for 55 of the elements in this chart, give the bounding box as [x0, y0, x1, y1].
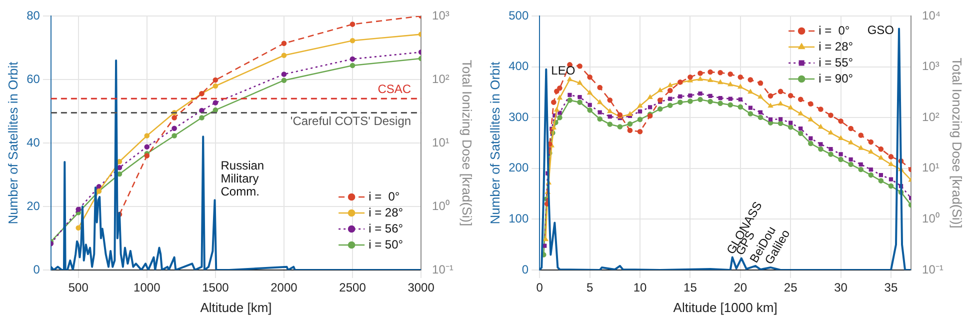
x-tick-label: 20 [734, 280, 748, 295]
annotation: Russian Military Comm. [220, 158, 264, 198]
y2-tick-label: 10⁰ [432, 198, 450, 213]
ref-line-label: 'Careful COTS' Design [290, 114, 412, 128]
annotation: LEO [551, 64, 576, 78]
x-tick-label: 500 [68, 280, 89, 295]
legend-label: i = 0° [818, 23, 850, 38]
x-tick-label: 5 [586, 280, 594, 295]
y2-axis-title: Total Ionizing Dose [krad(Si)] [460, 60, 475, 226]
legend-label: i = 90° [818, 71, 854, 86]
annotation: GSO [867, 23, 894, 38]
y2-tick-label: 10⁰ [922, 212, 940, 226]
x-tick-label: 3000 [408, 280, 435, 295]
y2-tick-label: 10² [432, 72, 450, 86]
legend-label: i = 50° [368, 237, 404, 252]
y-tick-label: 60 [26, 72, 40, 86]
y-tick-label: 400 [508, 59, 529, 74]
y2-tick-label: 10³ [922, 59, 940, 74]
legend-label: i = 28° [818, 39, 854, 54]
y2-tick-label: 10¹ [432, 135, 450, 150]
y2-tick-label: 10² [922, 110, 940, 124]
y-tick-label: 0 [522, 262, 529, 276]
y-tick-label: 40 [26, 135, 40, 150]
x-tick-label: 1000 [134, 280, 161, 295]
x-tick-label: 2500 [339, 280, 366, 295]
x-tick-label: 25 [784, 280, 798, 295]
y2-tick-label: 10⁻¹ [922, 262, 944, 276]
x-axis-title: Altitude [km] [200, 300, 272, 315]
x-axis-title: Altitude [1000 km] [673, 300, 778, 315]
y-tick-label: 500 [508, 8, 529, 22]
y2-tick-label: 10⁴ [922, 8, 941, 22]
x-tick-label: 1500 [202, 280, 230, 295]
x-tick-label: 2000 [270, 280, 298, 295]
legend-label: i = 56° [368, 221, 404, 236]
y-tick-label: 100 [508, 212, 529, 226]
x-tick-label: 15 [684, 280, 698, 295]
y-tick-label: 200 [508, 160, 529, 175]
y-tick-label: 0 [33, 262, 40, 276]
y-axis-title: Number of Satellites in Orbit [5, 61, 20, 224]
y2-axis-title: Total Ionozing Dose [krad(Si)] [950, 58, 965, 228]
legend-label: i = 55° [818, 55, 854, 70]
y2-tick-label: 10⁻¹ [432, 262, 454, 276]
x-tick-label: 30 [834, 280, 848, 295]
y2-tick-label: 10³ [432, 8, 450, 22]
y-axis-title: Number of Satellites in Orbit [487, 61, 502, 224]
y-tick-label: 80 [26, 8, 40, 22]
y2-tick-label: 10¹ [922, 160, 940, 175]
x-tick-label: 35 [884, 280, 898, 295]
legend-label: i = 28° [368, 205, 404, 220]
x-tick-label: 0 [536, 280, 544, 295]
ref-line-label: CSAC [378, 82, 412, 96]
x-tick-label: 10 [633, 280, 648, 295]
y-tick-label: 300 [508, 110, 529, 124]
y-tick-label: 20 [26, 198, 40, 213]
legend-label: i = 0° [368, 189, 400, 204]
